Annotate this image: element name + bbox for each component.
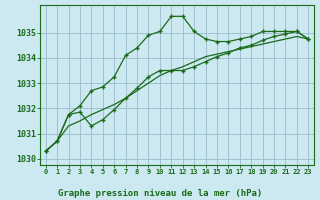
Text: Graphe pression niveau de la mer (hPa): Graphe pression niveau de la mer (hPa) — [58, 189, 262, 198]
